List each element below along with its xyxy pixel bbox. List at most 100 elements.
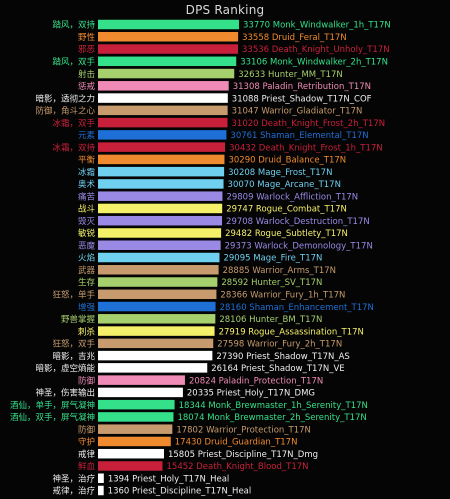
bar [98,142,226,152]
bar-value-label: 30761 Shaman_Elemental_T17N [230,131,368,141]
bar [98,363,208,373]
bar-value-label: 28106 Hunter_BM_T17N [219,315,322,325]
spec-label: 踏风，双持 [52,20,95,31]
spec-label: 酒仙，单手，屏气凝神 [10,400,95,411]
bar [98,265,219,275]
bar [98,252,220,263]
bar [98,338,214,349]
spec-label: 守护 [78,437,95,448]
bar [98,314,216,324]
spec-label: 平衡 [78,155,96,166]
bar-value-label: 1360 Priest_Discipline_T17N_Heal [108,487,252,497]
spec-label: 防御 [78,375,95,386]
bar [98,203,223,214]
bar-value-label: 29095 Mage_Fire_T17N [223,254,322,264]
bar [98,387,183,398]
bar-value-label: 29747 Rogue_Combat_T17N [226,205,347,215]
bar-value-label: 27919 Rogue_Assassination_T17N [219,327,364,337]
bar-value-label: 17802 Warrior_Protection_T17N [176,425,311,435]
bar-value-label: 18344 Monk_Brewmaster_1h_Serenity_T17N [179,401,368,411]
bar [98,191,223,201]
spec-label: 野兽掌握 [61,314,96,325]
spec-label: 防御 [78,424,95,435]
bar [98,105,228,116]
bar [98,68,235,79]
bar [98,436,171,447]
bar [98,179,224,189]
bar [98,215,223,226]
bar-value-label: 30290 Druid_Balance_T17N [228,156,346,166]
bar [98,473,104,483]
bar-value-label: 28160 Shaman_Enhancement_T17N [220,303,374,313]
spec-label: 神圣，治疗 [52,473,95,484]
bar-value-label: 33106 Monk_Windwalker_2h_T17N [240,57,388,67]
chart-title: DPS Ranking [185,3,265,17]
bar-value-label: 17430 Druid_Guardian_T17N [175,438,298,448]
spec-label: 生存 [78,277,96,288]
bar [98,240,221,250]
bar-value-label: 1394 Priest_Holy_T17N_Heal [108,474,229,484]
bar-value-label: 31308 Paladin_Retribution_T17N [233,82,371,92]
bar [98,424,173,434]
spec-label: 恶魔 [78,240,96,251]
bar-value-label: 28592 Hunter_SV_T17N [221,278,322,288]
bar-value-label: 15452 Death_Knight_Blood_T17N [167,462,309,472]
spec-label: 暗影，虚空熵能 [35,363,95,374]
bar-value-label: 30208 Mage_Frost_T17N [228,168,332,178]
bar [98,461,163,471]
bar [98,375,185,385]
bar [98,56,237,67]
spec-label: 狂怒，双手 [52,339,95,350]
spec-label: 冰霜 [78,167,95,178]
bar-value-label: 31088 Priest_Shadow_T17N_COF [232,94,372,104]
bar-value-label: 29482 Rogue_Subtlety_T17N [225,229,348,239]
bar [98,93,228,103]
spec-label: 踏风，双手 [52,56,95,67]
spec-label: 增强 [78,302,96,313]
bar-value-label: 29809 Warlock_Affliction_T17N [226,192,358,202]
bar-value-label: 29373 Warlock_Demonology_T17N [225,241,373,251]
bar [98,399,175,410]
spec-label: 暗影，吉兆 [52,351,95,362]
spec-label: 战斗 [78,204,96,215]
spec-label: 防御，角斗之心 [35,106,95,117]
bar-value-label: 30070 Mage_Arcane_T17N [228,180,341,190]
bar [98,32,239,42]
bar [98,350,213,361]
bar [98,154,225,165]
bar-value-label: 31020 Death_Knight_Frost_2h_T17N [232,119,386,129]
bar-value-label: 28366 Warrior_Fury_1h_T17N [220,290,345,300]
bar [98,19,239,30]
spec-label: 惩戒 [78,81,96,92]
spec-label: 冰霜，双持 [52,142,95,153]
spec-label: 火焰 [78,253,95,264]
bar-value-label: 20335 Priest_Holy_T17N_DMG [187,389,315,399]
spec-label: 射击 [78,69,95,80]
bar-value-label: 15805 Priest_Discipline_T17N_Dmg [168,450,318,460]
spec-label: 野性 [78,32,96,43]
bar [98,412,174,422]
bar [98,117,228,128]
bar-value-label: 27390 Priest_Shadow_T17N_AS [216,352,349,362]
spec-label: 戒律，治疗 [52,486,95,497]
bar [98,44,239,54]
bar [98,485,104,496]
spec-label: 狂怒，单手 [52,289,95,300]
bar-value-label: 32633 Hunter_MM_T17N [238,70,343,80]
bar [98,448,164,459]
bar [98,326,215,336]
bar [98,166,225,177]
spec-label: 刺杀 [78,326,96,337]
spec-label: 神圣，伤害输出 [35,388,95,399]
bar-value-label: 31047 Warrior_Gladiator_T17N [232,107,363,117]
spec-label: 痛苦 [78,191,95,202]
spec-label: 冰霜，双手 [52,118,95,129]
bar-value-label: 33770 Monk_Windwalker_1h_T17N [243,21,391,31]
bar-value-label: 33536 Death_Knight_Unholy_T17N [242,45,390,55]
bar [98,228,222,238]
spec-label: 邪恶 [78,45,95,55]
bar [98,289,217,300]
spec-label: 武器 [78,265,96,276]
